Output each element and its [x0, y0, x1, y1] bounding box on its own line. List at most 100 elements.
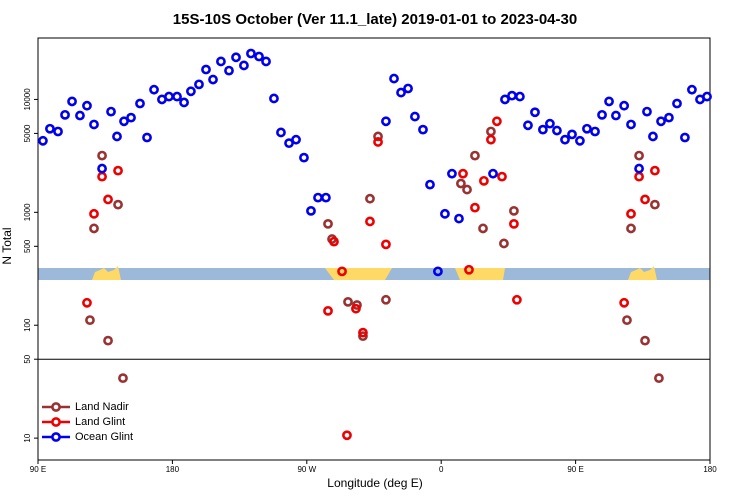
point — [642, 106, 652, 117]
point — [103, 194, 113, 205]
point — [523, 120, 533, 131]
point — [648, 131, 658, 142]
point — [640, 335, 650, 346]
point — [135, 98, 145, 109]
point — [486, 126, 496, 137]
point — [509, 205, 519, 216]
point — [410, 111, 420, 122]
point — [343, 296, 353, 307]
point — [389, 73, 399, 84]
y-tick-label: 5000 — [23, 124, 32, 142]
point — [89, 208, 99, 219]
point — [499, 238, 509, 249]
point — [582, 123, 592, 134]
point — [622, 315, 632, 326]
land-ocean-strip — [38, 266, 710, 280]
point — [38, 135, 48, 146]
point — [186, 86, 196, 97]
point — [597, 109, 607, 120]
point — [604, 96, 614, 107]
legend-marker — [51, 432, 61, 442]
point — [306, 205, 316, 216]
point — [112, 131, 122, 142]
point — [201, 64, 211, 75]
point — [454, 213, 464, 224]
point — [470, 202, 480, 213]
point — [672, 98, 682, 109]
chart-title: 15S-10S October (Ver 11.1_late) 2019-01-… — [173, 11, 577, 28]
point — [164, 91, 174, 102]
point — [351, 303, 361, 314]
point — [462, 184, 472, 195]
point — [626, 223, 636, 234]
point — [82, 100, 92, 111]
point — [276, 127, 286, 138]
point — [224, 65, 234, 76]
point — [103, 335, 113, 346]
point — [664, 112, 674, 123]
point — [67, 96, 77, 107]
point — [560, 134, 570, 145]
point — [194, 79, 204, 90]
point — [575, 135, 585, 146]
point — [149, 84, 159, 95]
point — [254, 51, 264, 62]
point — [514, 91, 525, 102]
point — [323, 218, 333, 229]
point — [464, 264, 474, 275]
point — [537, 124, 548, 135]
point — [479, 175, 489, 186]
point — [634, 171, 644, 182]
x-tick-label: 90 W — [297, 465, 316, 474]
point — [447, 168, 457, 179]
point — [172, 91, 182, 102]
point — [119, 116, 129, 127]
point — [433, 266, 443, 277]
point — [649, 165, 660, 176]
legend-label: Ocean Glint — [75, 431, 133, 443]
point — [60, 109, 70, 120]
point — [246, 48, 256, 59]
point — [492, 116, 502, 127]
point — [611, 110, 621, 121]
point — [358, 331, 368, 342]
point — [53, 126, 63, 137]
point — [89, 223, 99, 234]
point — [142, 132, 152, 143]
point — [291, 134, 301, 145]
point — [381, 239, 391, 250]
point — [626, 119, 636, 130]
point — [261, 56, 271, 67]
point — [216, 56, 226, 67]
point — [337, 266, 347, 277]
point — [373, 131, 383, 142]
point — [497, 171, 507, 182]
x-tick-label: 90 E — [567, 465, 583, 474]
point — [85, 315, 95, 326]
point — [97, 163, 107, 174]
point — [507, 90, 517, 101]
point — [82, 297, 92, 308]
point — [654, 373, 664, 384]
point — [634, 163, 644, 174]
point — [106, 106, 116, 117]
point — [381, 294, 391, 305]
y-tick-label: 500 — [23, 239, 32, 253]
point — [396, 87, 406, 98]
point — [425, 179, 435, 190]
point — [626, 208, 636, 219]
legend-label: Land Glint — [75, 416, 125, 428]
point — [373, 137, 383, 147]
point — [640, 194, 650, 205]
point — [231, 52, 241, 63]
point — [552, 125, 562, 136]
point — [545, 118, 555, 129]
point — [403, 83, 413, 94]
point — [458, 168, 468, 179]
point — [478, 223, 488, 234]
y-tick-label: 100 — [23, 318, 32, 332]
point — [680, 132, 690, 143]
x-tick-label: 180 — [166, 465, 180, 474]
x-tick-label: 180 — [703, 465, 717, 474]
point — [470, 150, 480, 161]
